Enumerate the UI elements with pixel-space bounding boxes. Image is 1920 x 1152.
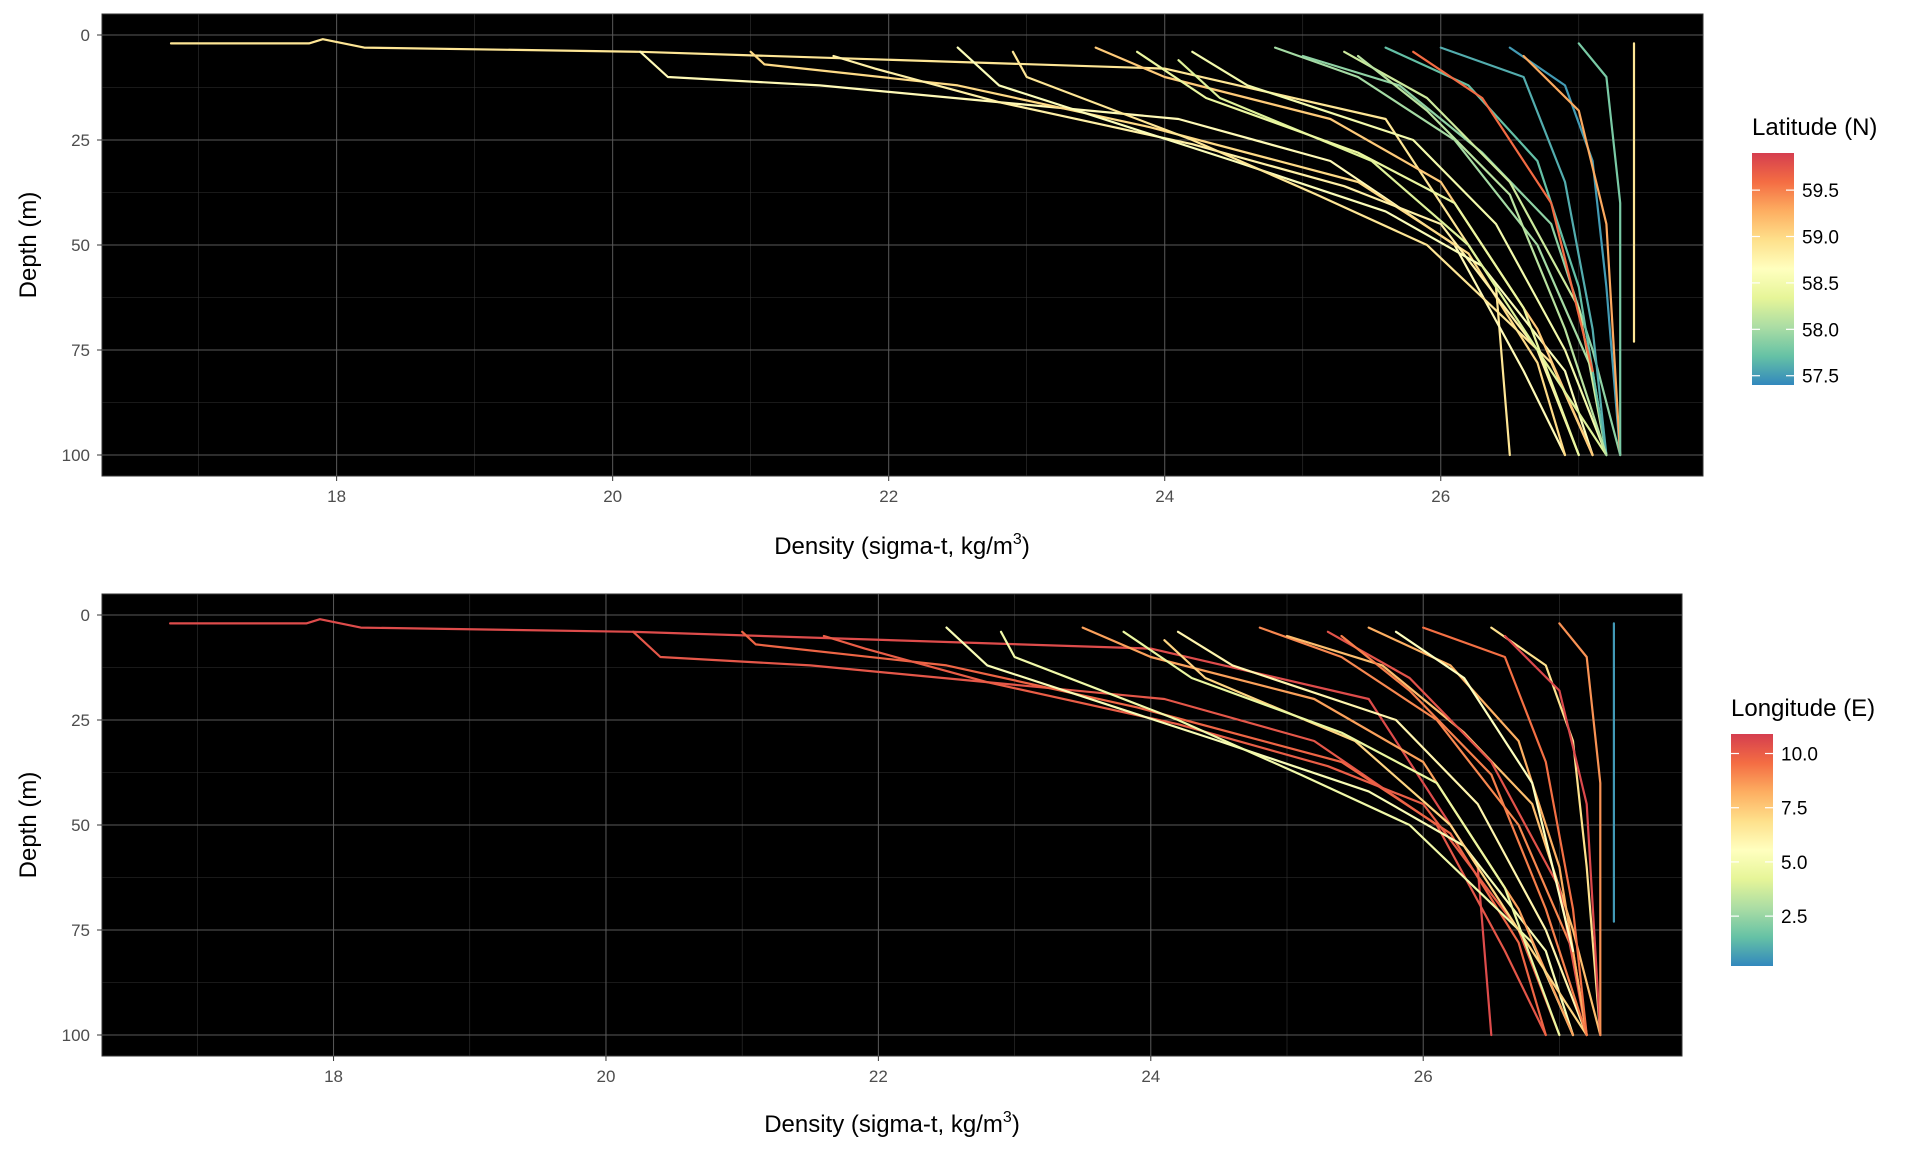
series-line-longitude [741, 630, 1547, 1037]
y-tick-label: 75 [71, 921, 90, 940]
panel-longitude: 18 20 22 24 26 0 25 50 75 100 Density (sigma-t, … [15, 593, 1875, 1138]
series-line-latitude [1412, 50, 1594, 373]
legend-colorbar-latitude [1752, 153, 1794, 385]
series-line-latitude [1522, 54, 1622, 457]
x-tick-label: 22 [869, 1067, 888, 1086]
y-tick-label: 0 [81, 26, 90, 45]
y-tick-label: 25 [71, 131, 90, 150]
series-line-latitude [639, 50, 1567, 457]
legend-break-label: 7.5 [1781, 799, 1807, 820]
series-line-longitude [632, 630, 1547, 1037]
series-longitude [169, 618, 1615, 1037]
series-line-latitude [1343, 50, 1608, 457]
panel-latitude: 18 20 22 24 26 0 25 50 75 100 Density (sigma-t, … [15, 13, 1877, 560]
x-ticks-longitude: 18 20 22 24 26 [324, 1056, 1433, 1086]
x-tick-label: 24 [1155, 487, 1174, 506]
series-line-longitude [1367, 626, 1588, 1037]
x-tick-label: 20 [597, 1067, 616, 1086]
legend-break-label: 10.0 [1781, 745, 1818, 766]
series-line-latitude [1439, 46, 1608, 457]
legend-break-label: 57.5 [1802, 367, 1839, 388]
y-tick-label: 50 [71, 816, 90, 835]
y-tick-label: 0 [81, 606, 90, 625]
series-line-longitude [1176, 630, 1588, 1037]
series-line-longitude [1503, 634, 1602, 1037]
series-line-longitude [1490, 626, 1602, 1037]
series-line-longitude [822, 634, 1561, 1037]
y-axis-title-latitude: Depth (m) [15, 192, 42, 299]
series-line-longitude [1340, 634, 1588, 1037]
series-line-latitude [1191, 50, 1608, 457]
x-tick-label: 26 [1414, 1067, 1433, 1086]
legend-break-label: 59.0 [1802, 228, 1839, 249]
series-line-longitude [1558, 622, 1602, 1037]
series-line-latitude [1356, 54, 1608, 457]
legend-break-label: 58.5 [1802, 274, 1839, 295]
x-tick-label: 20 [603, 487, 622, 506]
legend-breaks-longitude: 10.0 7.5 5.0 2.5 [1731, 745, 1818, 928]
series-line-latitude [1577, 42, 1622, 457]
series-line-longitude [1081, 626, 1575, 1037]
x-ticks-latitude: 18 20 22 24 26 [327, 476, 1450, 506]
series-line-latitude [1177, 59, 1608, 457]
x-tick-label: 18 [324, 1067, 343, 1086]
grid-latitude [102, 14, 1703, 476]
series-line-latitude [1136, 50, 1580, 457]
y-tick-label: 50 [71, 236, 90, 255]
series-line-longitude [1163, 639, 1588, 1037]
y-tick-label: 25 [71, 711, 90, 730]
legend-colorbar-longitude [1731, 734, 1773, 966]
grid-longitude [102, 594, 1682, 1056]
x-tick-label: 24 [1141, 1067, 1160, 1086]
legend-break-label: 2.5 [1781, 907, 1807, 928]
y-tick-label: 100 [62, 446, 90, 465]
series-latitude [169, 38, 1636, 457]
y-ticks-longitude: 0 25 50 75 100 [62, 606, 102, 1045]
series-line-latitude [832, 54, 1580, 457]
series-line-latitude [749, 50, 1567, 457]
legend-title-latitude: Latitude (N) [1752, 114, 1877, 141]
series-line-longitude [1394, 630, 1575, 953]
x-axis-title-latitude: Density (sigma-t, kg/m3) [774, 531, 1030, 560]
x-tick-label: 26 [1431, 487, 1450, 506]
y-axis-title-longitude: Depth (m) [15, 772, 42, 879]
series-line-latitude [1384, 46, 1608, 457]
series-line-longitude [945, 626, 1575, 1037]
legend-break-label: 59.5 [1802, 181, 1839, 202]
series-line-latitude [1094, 46, 1594, 457]
x-axis-title-longitude: Density (sigma-t, kg/m3) [764, 1109, 1020, 1138]
series-line-longitude [1422, 626, 1588, 1037]
legend-breaks-latitude: 59.5 59.0 58.5 58.0 57.5 [1752, 181, 1839, 388]
x-tick-label: 22 [879, 487, 898, 506]
legend-title-longitude: Longitude (E) [1731, 695, 1875, 722]
legend-longitude: Longitude (E) 10.0 7.5 5.0 2.5 [1731, 695, 1875, 966]
series-line-latitude [1508, 46, 1622, 457]
y-tick-label: 75 [71, 341, 90, 360]
y-tick-label: 100 [62, 1026, 90, 1045]
x-tick-label: 18 [327, 487, 346, 506]
y-ticks-latitude: 0 25 50 75 100 [62, 26, 102, 465]
legend-break-label: 58.0 [1802, 320, 1839, 341]
series-line-latitude [956, 46, 1594, 457]
legend-latitude: Latitude (N) 59.5 59.0 58.5 58.0 57.5 [1752, 114, 1877, 388]
series-line-longitude [1122, 630, 1561, 1037]
legend-break-label: 5.0 [1781, 853, 1807, 874]
